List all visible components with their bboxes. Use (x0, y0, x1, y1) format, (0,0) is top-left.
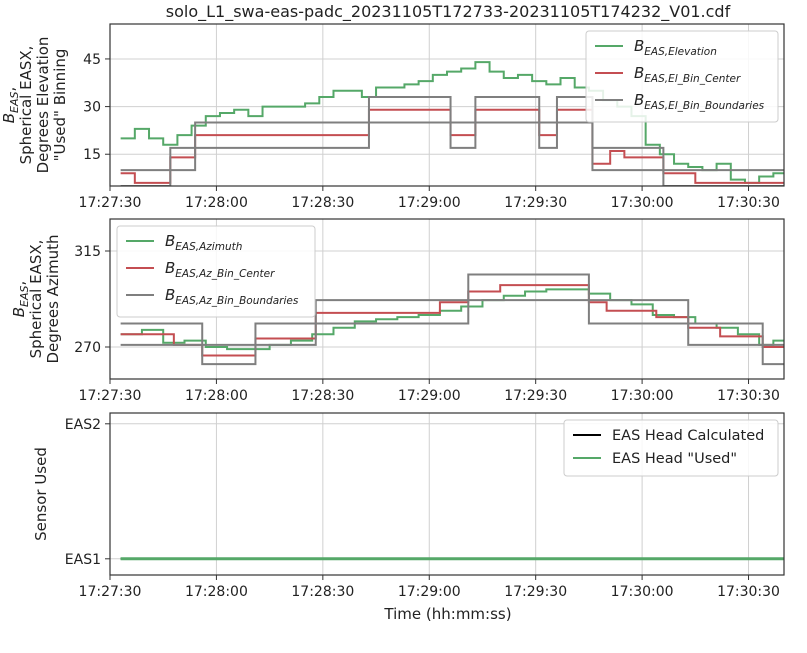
y-axis-label: Sensor Used (32, 447, 50, 541)
legend-box (585, 30, 779, 123)
x-tick-label: 17:30:30 (717, 584, 780, 600)
legend-entry: BEAS,Az_Bin_Boundaries (165, 286, 299, 307)
series-line-gray-hi (120, 273, 784, 346)
y-tick-label: EAS1 (65, 552, 101, 568)
legend-entry-main: B (634, 37, 644, 55)
legend-box (563, 419, 779, 477)
y-axis-label-comma: , (0, 87, 18, 92)
y-axis-label-sub: EAS (8, 92, 21, 113)
axes-frame (109, 412, 785, 576)
y-tick-label: 30 (83, 100, 101, 116)
x-tick-label: 17:28:30 (291, 388, 354, 404)
series-line-red (120, 284, 784, 357)
figure-title: solo_L1_swa-eas-padc_20231105T172733-202… (166, 2, 731, 22)
series-line-green (120, 61, 784, 184)
y-axis-label: Spherical EASX, (17, 46, 35, 165)
x-tick-label: 17:27:30 (79, 195, 142, 211)
legend-entry-main: B (634, 64, 644, 82)
y-tick-label: 15 (83, 147, 101, 163)
plot-area (120, 273, 784, 366)
x-tick-label: 17:27:30 (79, 388, 142, 404)
axes-frame (109, 23, 785, 187)
sensor-panel: 17:27:30 17:28:00 17:28:30 17:29:00 17:29:30… (32, 412, 785, 600)
y-axis-label: Degrees Azimuth (44, 235, 62, 364)
series-line-gray-lo (120, 121, 784, 186)
legend-entry-main: B (165, 232, 175, 250)
legend-entry-main: B (165, 286, 175, 304)
series-line-green (120, 288, 784, 351)
y-tick-label: 45 (83, 52, 101, 68)
legend-entry-sub: EAS,Az_Bin_Center (175, 268, 275, 280)
legend-entry-sub: EAS,El_Bin_Boundaries (644, 100, 764, 112)
axes-frame (109, 218, 785, 380)
y-axis-label: BEAS, (0, 87, 21, 124)
legend-box (116, 225, 316, 318)
legend-entry-main: B (165, 259, 175, 277)
legend-entry: BEAS,El_Bin_Boundaries (634, 91, 765, 112)
x-tick-label: 17:28:00 (185, 388, 248, 404)
x-tick-label: 17:30:00 (611, 584, 674, 600)
legend-entry-sub: EAS,Az_Bin_Boundaries (175, 295, 299, 307)
x-tick-label: 17:29:00 (398, 195, 461, 211)
x-tick-label: 17:30:30 (717, 388, 780, 404)
y-tick-label: 315 (74, 244, 101, 260)
y-axis-label-comma: , (10, 281, 28, 286)
azimuth-panel: 17:27:30 17:28:00 17:28:30 17:29:00 17:29:30… (10, 218, 785, 404)
y-axis-label-main: B (0, 113, 18, 123)
legend-entry-sub: EAS,Elevation (644, 46, 717, 58)
x-tick-label: 17:28:30 (291, 195, 354, 211)
x-tick-label: 17:29:30 (504, 388, 567, 404)
elevation-panel: 17:27:30 17:28:00 17:28:30 17:29:00 17:29:30… (0, 23, 785, 211)
legend-entry: BEAS,Elevation (634, 37, 717, 58)
plot-area (120, 61, 784, 186)
y-axis-label: Spherical EASX, (27, 240, 45, 359)
y-axis-label-sub: EAS (18, 286, 31, 307)
x-tick-label: 17:28:00 (185, 584, 248, 600)
series-line-red (120, 108, 784, 184)
legend-entry: BEAS,Azimuth (165, 232, 242, 253)
legend-entry: EAS Head Calculated (612, 428, 764, 444)
y-tick-label: 270 (74, 340, 101, 356)
y-axis-label: Degrees Elevation (34, 37, 52, 174)
legend-entry-main: B (634, 91, 644, 109)
y-axis-label: "Used" Binning (51, 49, 69, 162)
series-line-gray-lo (120, 299, 784, 366)
x-tick-label: 17:29:00 (398, 388, 461, 404)
legend-entry-sub: EAS,El_Bin_Center (644, 73, 741, 85)
legend-entry: BEAS,El_Bin_Center (634, 64, 741, 85)
legend-entry-sub: EAS,Azimuth (175, 241, 242, 253)
series-line-gray-hi (120, 96, 784, 172)
y-axis-label: BEAS, (10, 281, 31, 318)
x-tick-label: 17:30:00 (611, 195, 674, 211)
x-tick-label: 17:29:00 (398, 584, 461, 600)
x-tick-label: 17:30:30 (717, 195, 780, 211)
x-tick-label: 17:27:30 (79, 584, 142, 600)
y-axis-label-main: B (10, 307, 28, 317)
x-tick-label: 17:29:30 (504, 195, 567, 211)
x-axis-label: Time (hh:mm:ss) (383, 605, 511, 623)
x-tick-label: 17:30:00 (611, 388, 674, 404)
x-tick-label: 17:29:30 (504, 584, 567, 600)
x-tick-label: 17:28:30 (291, 584, 354, 600)
x-tick-label: 17:28:00 (185, 195, 248, 211)
legend-entry: BEAS,Az_Bin_Center (165, 259, 275, 280)
y-tick-label: EAS2 (65, 417, 101, 433)
legend-entry: EAS Head "Used" (612, 451, 737, 467)
